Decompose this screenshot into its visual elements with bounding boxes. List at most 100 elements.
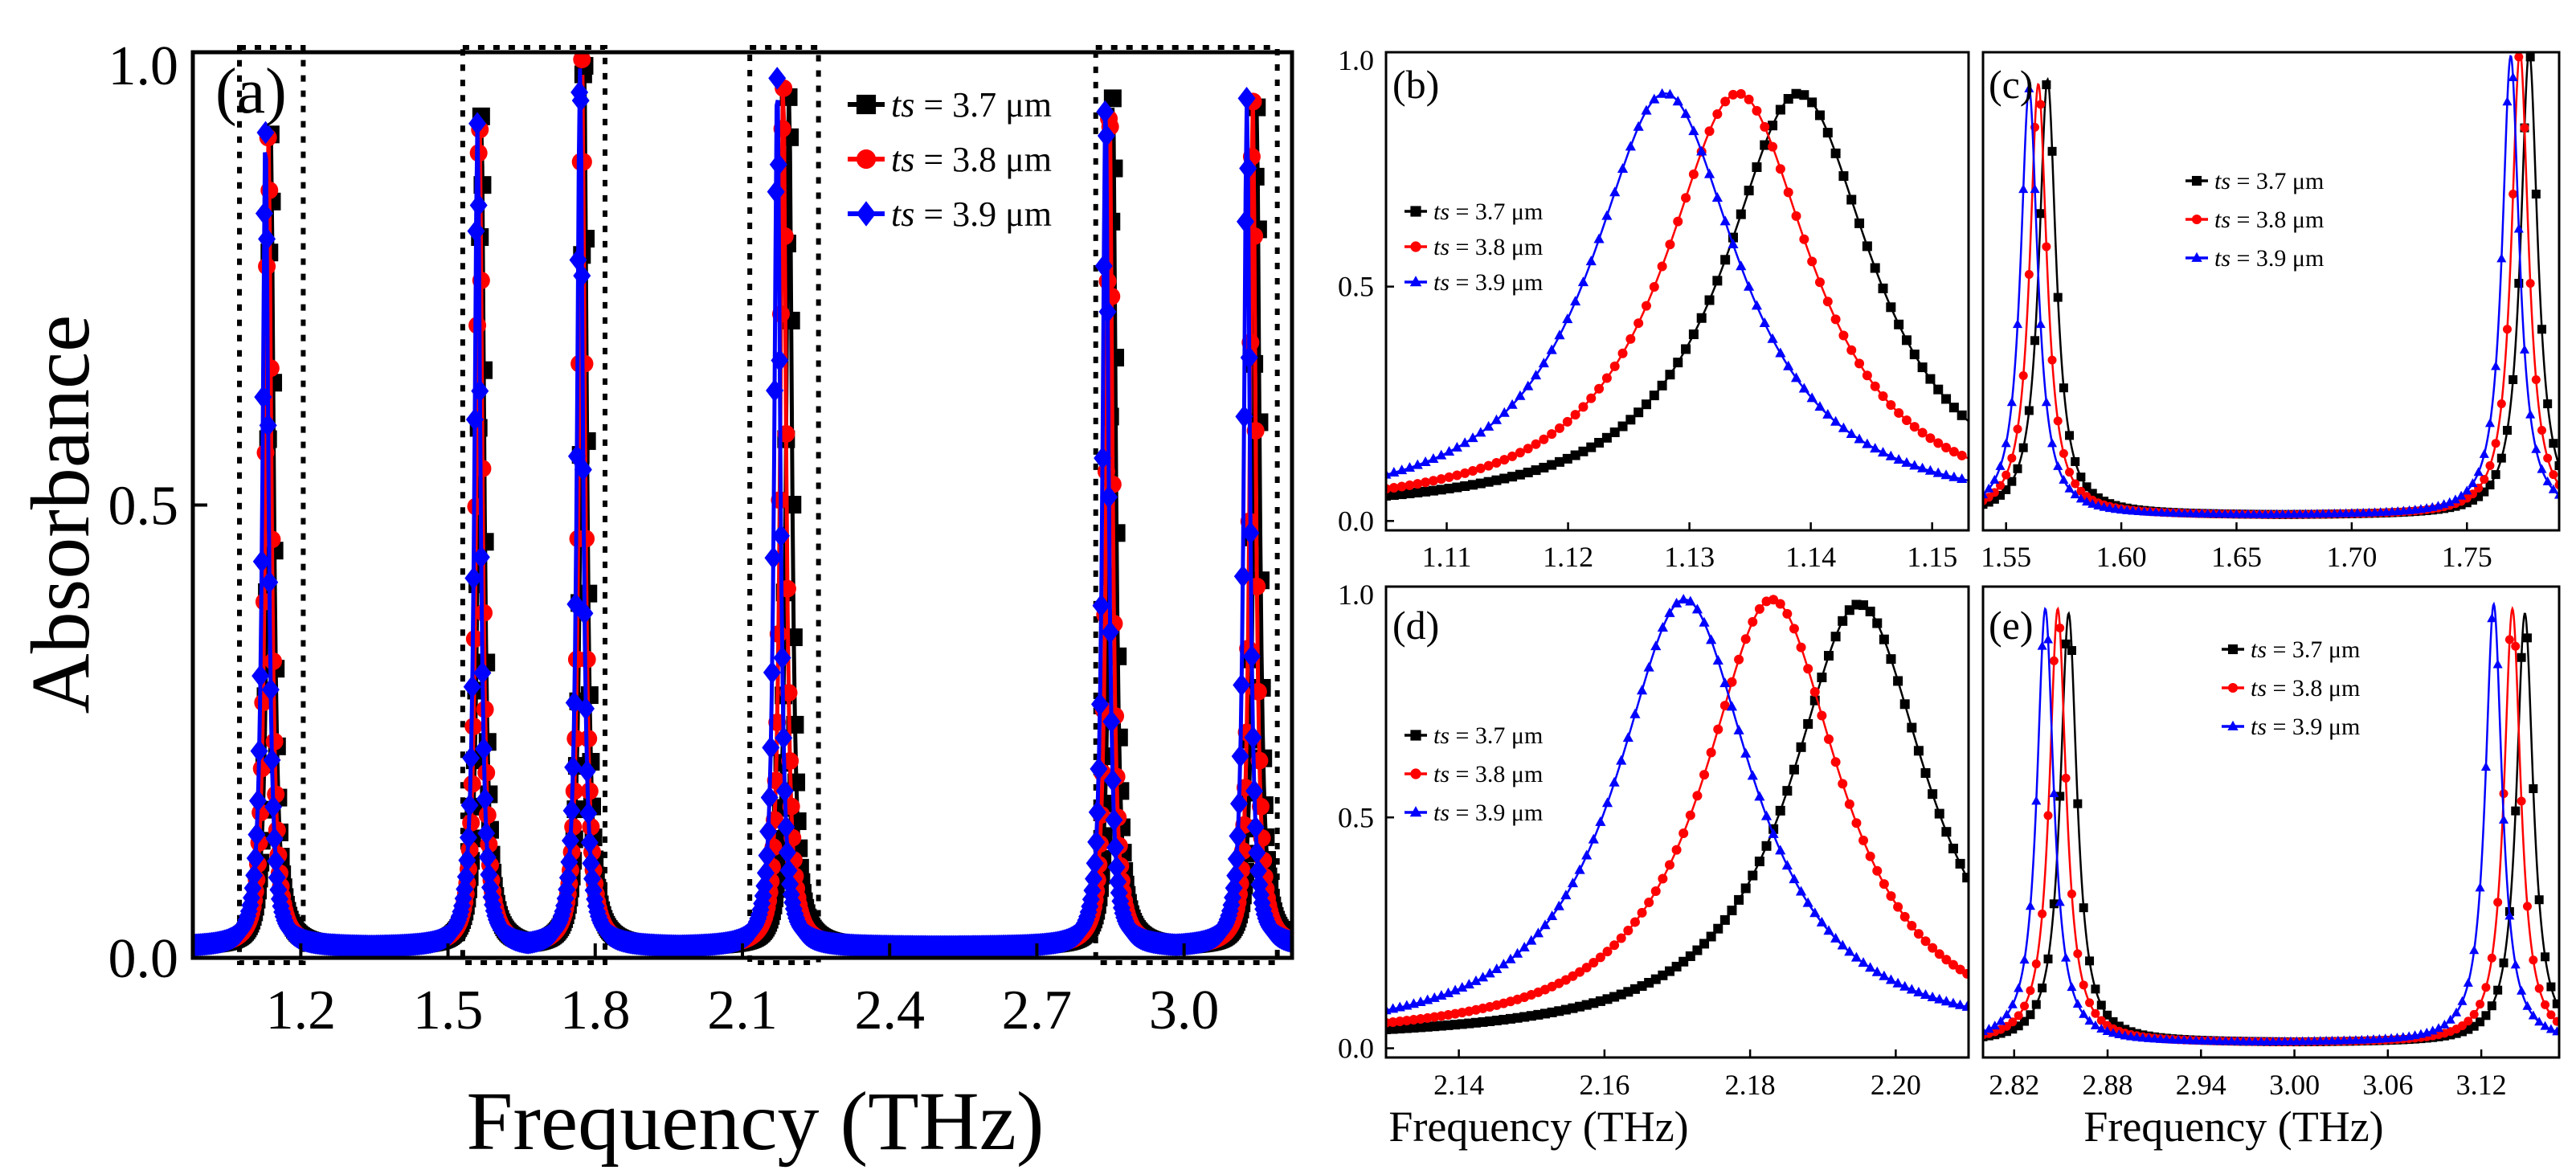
legend-value: = 3.8 μm — [2267, 675, 2360, 702]
x-tick-label: 2.16 — [1579, 1069, 1629, 1101]
legend-entry: ts = 3.8 μm — [2251, 675, 2360, 702]
x-tick-label: 2.14 — [1433, 1069, 1484, 1101]
panel-label: (c) — [1989, 62, 2034, 107]
series-markers-3 — [193, 67, 1292, 958]
plot-frame — [1384, 51, 1970, 532]
legend-value: = 3.9 μm — [1450, 269, 1543, 296]
x-axis-title: Frequency (THz) — [1388, 1102, 1688, 1151]
legend-symbol: ts — [2214, 245, 2230, 272]
legend-value: = 3.7 μm — [2267, 636, 2360, 663]
plot-area — [1983, 52, 2559, 519]
highlight-box — [460, 45, 608, 965]
legend-value: = 3.8 μm — [1450, 234, 1543, 260]
legend-entry: ts = 3.9 μm — [2251, 714, 2360, 740]
legend-symbol: ts — [1433, 234, 1450, 260]
y-tick-label: 0.0 — [108, 928, 179, 990]
panel-label: (d) — [1392, 603, 1439, 648]
series-markers-1 — [1386, 599, 1969, 1035]
legend-symbol: ts — [2214, 168, 2230, 194]
y-axis-title: Absorbance — [14, 315, 107, 714]
legend-entry: ts = 3.9 μm — [1433, 800, 1543, 826]
x-tick-label: 2.20 — [1871, 1069, 1921, 1101]
x-tick-label: 1.11 — [1422, 541, 1472, 573]
panel-label: (e) — [1989, 603, 2034, 648]
legend-symbol: ts — [891, 194, 914, 234]
x-tick-label: 1.65 — [2211, 541, 2262, 573]
legend-symbol: ts — [1433, 269, 1450, 296]
plot-frame — [1981, 585, 2561, 1059]
plot-area — [1983, 601, 2559, 1047]
series-line-2 — [193, 75, 1292, 949]
series-line-3 — [193, 68, 1292, 949]
y-tick-label: 1.0 — [108, 35, 179, 97]
legend-entry: ts = 3.7 μm — [891, 85, 1052, 125]
y-tick-label: 0.0 — [1338, 505, 1374, 537]
y-tick-label: 0.5 — [1338, 271, 1374, 303]
x-tick-label: 1.12 — [1543, 541, 1593, 573]
legend-entry: ts = 3.9 μm — [2214, 245, 2324, 272]
x-tick-label: 1.60 — [2096, 541, 2147, 573]
x-axis-title: Frequency (THz) — [2083, 1102, 2383, 1151]
legend-entry: ts = 3.8 μm — [1433, 234, 1543, 260]
x-tick-label: 3.0 — [1149, 980, 1220, 1041]
legend-symbol: ts — [2251, 714, 2267, 740]
plot-area — [1386, 88, 1969, 501]
legend-symbol: ts — [1433, 800, 1450, 826]
panel-b: 1.11 1.12 1.13 1.14 1.15 0.0 0.5 1.0 (b) ts = 3.7… — [1338, 44, 1970, 573]
series-markers-2 — [1386, 88, 1967, 494]
series-line-3 — [1983, 55, 2559, 516]
legend-value: = 3.9 μm — [914, 194, 1052, 234]
legend-entry: ts = 3.8 μm — [1433, 761, 1543, 787]
panel-label: (a) — [215, 56, 287, 127]
x-tick-label: 3.12 — [2456, 1069, 2507, 1101]
series-markers-1 — [1983, 52, 2559, 519]
legend-entry: ts = 3.8 μm — [2214, 207, 2324, 233]
x-tick-label: 3.00 — [2269, 1069, 2320, 1101]
legend-value: = 3.7 μm — [1450, 198, 1543, 225]
legend-entry: ts = 3.7 μm — [1433, 198, 1543, 225]
x-tick-label: 1.2 — [266, 980, 337, 1041]
legend-symbol: ts — [1433, 198, 1450, 225]
legend-entry: ts = 3.7 μm — [2214, 168, 2324, 194]
x-tick-label: 1.13 — [1664, 541, 1715, 573]
legend-symbol: ts — [891, 85, 914, 125]
legend-value: = 3.7 μm — [2230, 168, 2324, 194]
x-tick-label: 1.55 — [1981, 541, 2031, 573]
plot-area — [193, 52, 1292, 958]
legend-symbol: ts — [2251, 636, 2267, 663]
highlight-box — [237, 45, 306, 965]
legend-value: = 3.9 μm — [2230, 245, 2324, 272]
x-axis-title: Frequency (THz) — [466, 1075, 1044, 1168]
y-tick-label: 1.0 — [1338, 579, 1374, 611]
series-markers-3 — [1386, 88, 1968, 483]
legend-value: = 3.8 μm — [2230, 207, 2324, 233]
x-tick-label: 2.82 — [1989, 1069, 2039, 1101]
series-markers-1 — [193, 56, 1292, 955]
legend-entry: ts = 3.9 μm — [891, 194, 1052, 234]
x-tick-label: 1.75 — [2442, 541, 2492, 573]
x-tick-label: 2.7 — [1002, 980, 1073, 1041]
legend-value: = 3.9 μm — [1450, 800, 1543, 826]
panel-label: (b) — [1392, 62, 1439, 107]
plot-frame — [1384, 585, 1970, 1059]
legend-value: = 3.9 μm — [2267, 714, 2360, 740]
legend-entry: ts = 3.8 μm — [891, 140, 1052, 179]
legend-value: = 3.7 μm — [914, 85, 1052, 125]
series-line-2 — [1983, 52, 2559, 516]
legend-symbol: ts — [1433, 761, 1450, 787]
series-markers-2 — [193, 52, 1292, 955]
x-tick-label: 1.70 — [2326, 541, 2377, 573]
panel-d: 2.14 2.16 2.18 2.20 0.0 0.5 1.0 (d) Frequency (T… — [1338, 579, 1970, 1151]
plot-frame — [1981, 51, 2561, 532]
y-tick-label: 0.0 — [1338, 1033, 1374, 1065]
x-tick-label: 3.06 — [2362, 1069, 2413, 1101]
legend-symbol: ts — [891, 140, 914, 179]
legend-entry: ts = 3.7 μm — [1433, 722, 1543, 749]
highlight-box — [747, 45, 821, 965]
legend-entry: ts = 3.9 μm — [1433, 269, 1543, 296]
